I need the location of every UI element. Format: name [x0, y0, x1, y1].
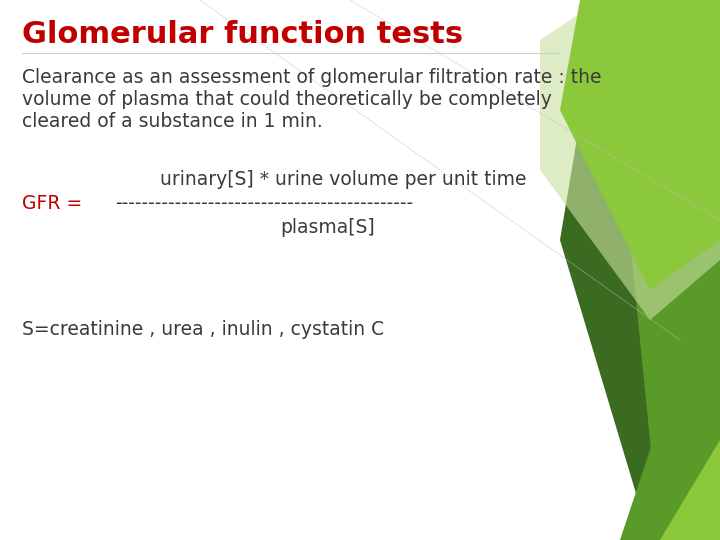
Polygon shape: [630, 0, 720, 540]
Text: Glomerular function tests: Glomerular function tests: [22, 20, 463, 49]
Polygon shape: [560, 0, 720, 290]
Text: Clearance as an assessment of glomerular filtration rate : the: Clearance as an assessment of glomerular…: [22, 68, 601, 87]
Text: plasma[S]: plasma[S]: [280, 218, 374, 237]
Polygon shape: [620, 360, 720, 540]
Text: urinary[S] * urine volume per unit time: urinary[S] * urine volume per unit time: [160, 170, 526, 189]
Text: ---------------------------------------------: ----------------------------------------…: [115, 194, 413, 213]
Text: cleared of a substance in 1 min.: cleared of a substance in 1 min.: [22, 112, 323, 131]
Polygon shape: [540, 0, 720, 320]
Text: volume of plasma that could theoretically be completely: volume of plasma that could theoreticall…: [22, 90, 552, 109]
Polygon shape: [560, 0, 720, 540]
Text: GFR =: GFR =: [22, 194, 82, 213]
Text: S=creatinine , urea , inulin , cystatin C: S=creatinine , urea , inulin , cystatin …: [22, 320, 384, 339]
Polygon shape: [660, 440, 720, 540]
